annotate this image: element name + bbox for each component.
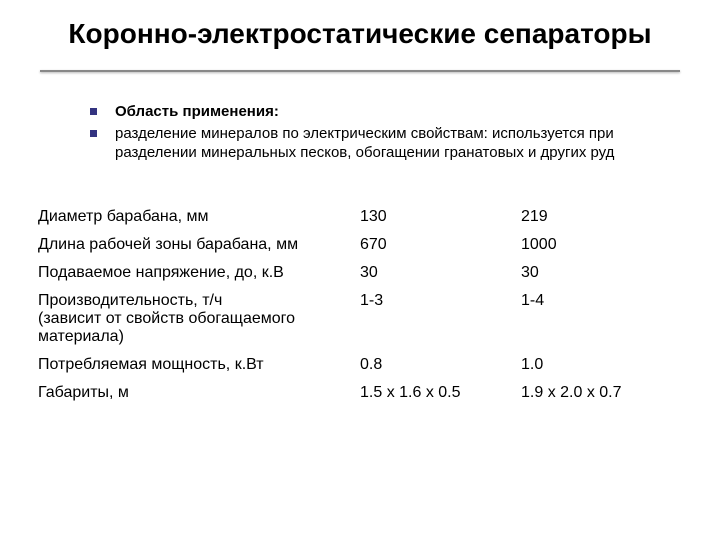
table-row: Производительность, т/ч(зависит от свойс…	[38, 287, 682, 351]
value-cell: 1-4	[521, 287, 682, 351]
param-cell: Производительность, т/ч(зависит от свойс…	[38, 287, 360, 351]
param-cell: Потребляемая мощность, к.Вт	[38, 351, 360, 379]
value-cell: 1.5 х 1.6 х 0.5	[360, 379, 521, 407]
spec-table: Диаметр барабана, мм 130 219 Длина рабоч…	[38, 203, 682, 407]
bullet-text: разделение минералов по электрическим св…	[115, 124, 680, 163]
value-cell: 1000	[521, 231, 682, 259]
table-row: Диаметр барабана, мм 130 219	[38, 203, 682, 231]
value-cell: 1.0	[521, 351, 682, 379]
value-cell: 219	[521, 203, 682, 231]
table-row: Длина рабочей зоны барабана, мм 670 1000	[38, 231, 682, 259]
table-row: Габариты, м 1.5 х 1.6 х 0.5 1.9 х 2.0 х …	[38, 379, 682, 407]
bullet-item: разделение минералов по электрическим св…	[90, 124, 680, 163]
value-cell: 670	[360, 231, 521, 259]
value-cell: 0.8	[360, 351, 521, 379]
value-cell: 30	[360, 259, 521, 287]
param-cell: Длина рабочей зоны барабана, мм	[38, 231, 360, 259]
spec-table-wrap: Диаметр барабана, мм 130 219 Длина рабоч…	[38, 203, 682, 407]
value-cell: 130	[360, 203, 521, 231]
param-cell: Габариты, м	[38, 379, 360, 407]
table-row: Потребляемая мощность, к.Вт 0.8 1.0	[38, 351, 682, 379]
param-cell: Подаваемое напряжение, до, к.В	[38, 259, 360, 287]
bullet-item: Область применения:	[90, 102, 680, 122]
square-bullet-icon	[90, 108, 97, 115]
param-cell: Диаметр барабана, мм	[38, 203, 360, 231]
square-bullet-icon	[90, 130, 97, 137]
value-cell: 30	[521, 259, 682, 287]
bullet-text: Область применения:	[115, 102, 279, 122]
title-rule	[40, 70, 680, 72]
slide-title: Коронно-электростатические сепараторы	[0, 0, 720, 58]
value-cell: 1-3	[360, 287, 521, 351]
table-row: Подаваемое напряжение, до, к.В 30 30	[38, 259, 682, 287]
value-cell: 1.9 х 2.0 х 0.7	[521, 379, 682, 407]
bullet-list: Область применения: разделение минералов…	[90, 102, 720, 163]
